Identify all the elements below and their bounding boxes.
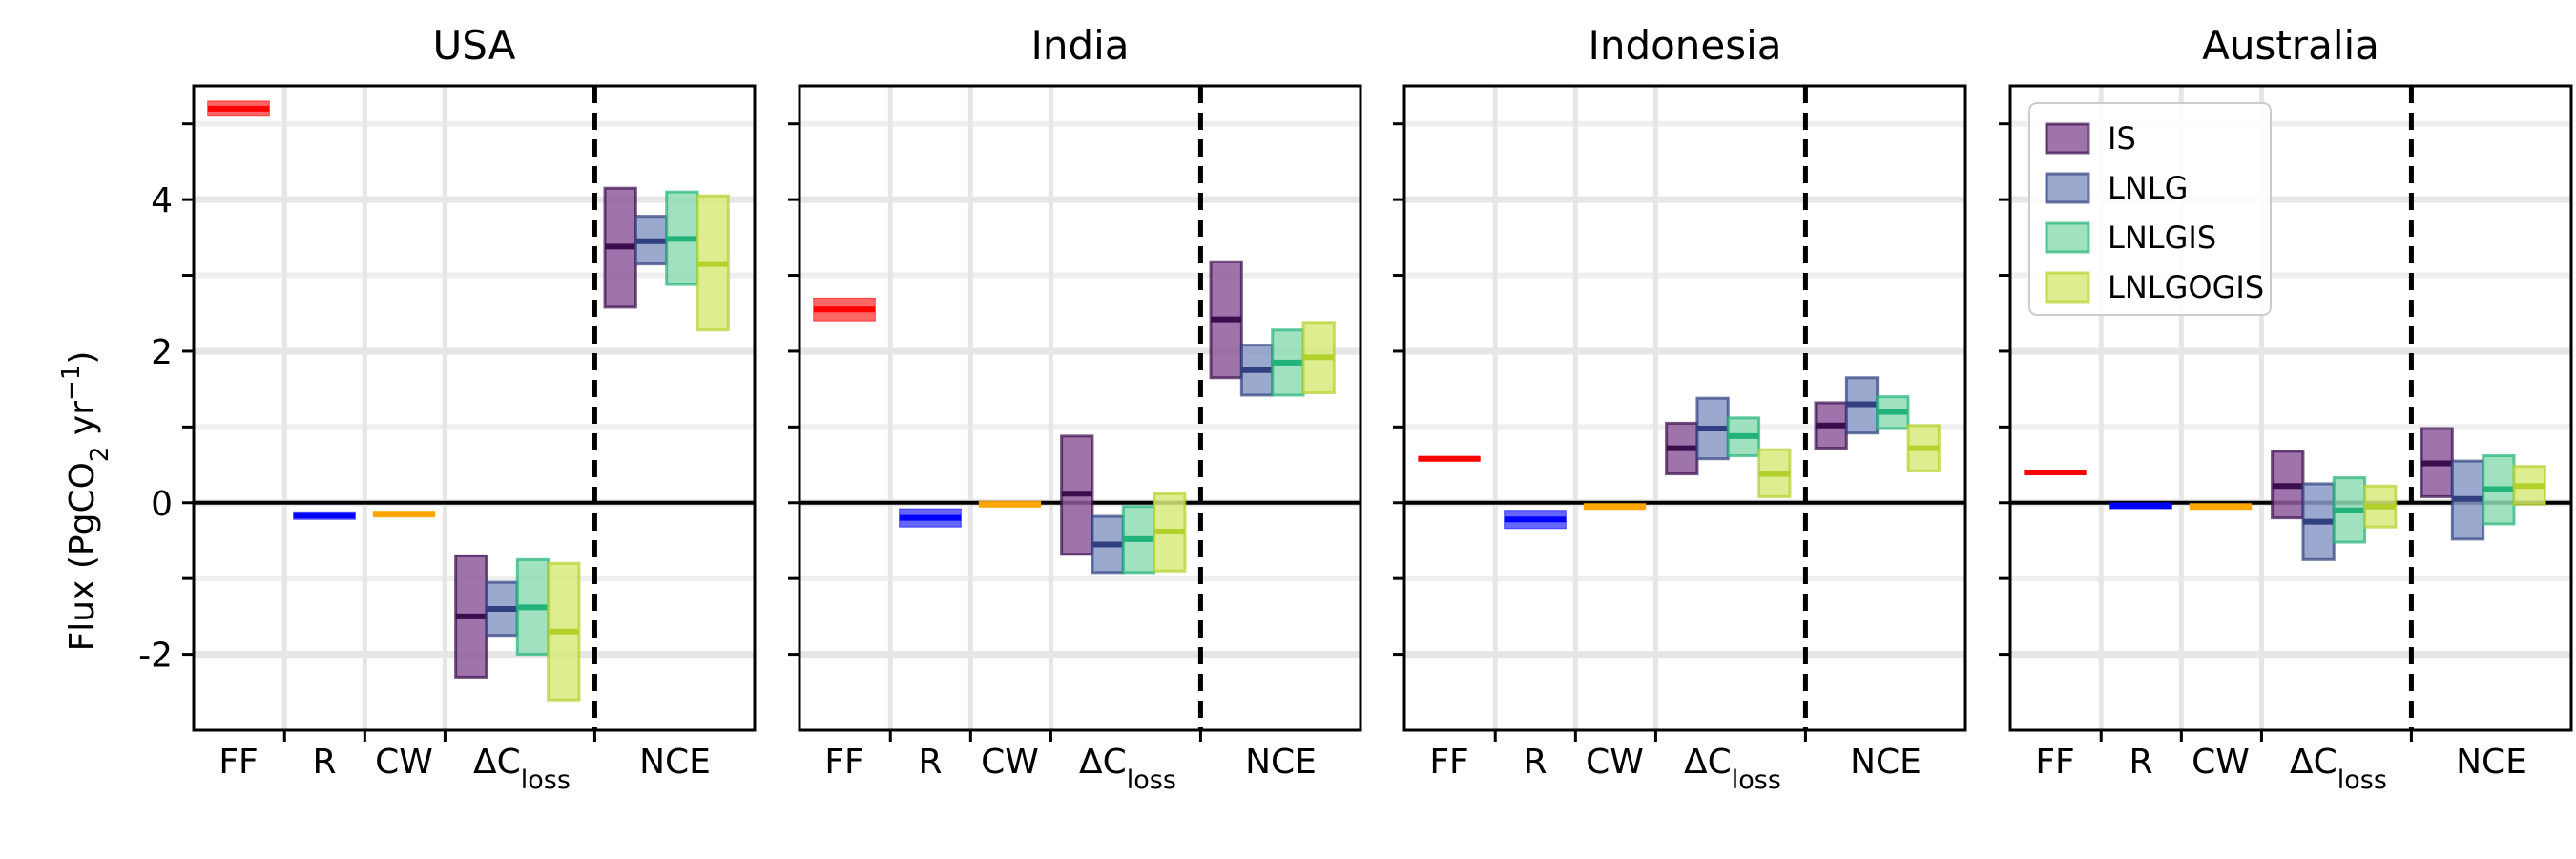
x-tick-label: CW [2192,743,2250,782]
panel-title: Australia [2202,22,2379,69]
x-tick-label: CW [375,743,433,782]
y-tick-label: 4 [151,181,173,220]
legend: IS LNLG LNLGIS LNLGOGIS [2028,102,2272,316]
x-tick-label: CW [1586,743,1644,782]
x-tick-label: ΔCloss [1684,743,1781,795]
x-tick-label: FF [218,743,258,782]
panel-india: FF R CW ΔCloss NCE India [788,22,1362,795]
x-tick-label: R [918,743,942,782]
panel-title: USA [433,22,516,69]
x-tick-label: FF [1429,743,1468,782]
x-tick-label: FF [2035,743,2074,782]
x-tick-label: NCE [2456,743,2527,782]
panel-title: India [1030,22,1129,69]
x-tick-label: ΔCloss [1079,743,1176,795]
y-axis-label: Flux (PgCO2 yr−1) [57,351,114,652]
legend-label-is: IS [2108,120,2136,157]
axes-frame [1402,84,1967,732]
legend-swatch-lnlgis [2045,221,2090,254]
x-tick-label: ΔCloss [2290,743,2387,795]
legend-label-lnlgis: LNLGIS [2108,220,2216,256]
x-tick-label: NCE [1245,743,1317,782]
axes-frame [2008,84,2573,732]
axes-frame [192,84,757,732]
legend-label-lnlgogis: LNLGOGIS [2108,269,2264,305]
x-tick-label: R [312,743,336,782]
x-tick-label: FF [824,743,863,782]
y-tick-label: 0 [151,485,173,524]
x-tick-label: R [2129,743,2152,782]
y-tick-label: 2 [151,333,173,372]
x-tick-label: NCE [639,743,711,782]
x-tick-label: R [1523,743,1547,782]
x-tick-label: ΔCloss [473,743,571,795]
x-tick-label: NCE [1850,743,1922,782]
legend-frame [2028,102,2272,316]
legend-swatch-lnlgogis [2045,271,2090,304]
legend-swatch-lnlg [2045,172,2090,204]
panel-usa: 4 2 0 -2 FF R CW ΔCloss NCE USA [138,22,757,795]
panel-title: Indonesia [1588,22,1781,69]
y-tick-label: -2 [138,637,173,676]
panel-indonesia: FF R CW ΔCloss NCE Indonesia [1393,22,1967,795]
x-tick-label: CW [981,743,1039,782]
axes-frame [798,84,1362,732]
legend-swatch-is [2045,122,2090,155]
panels: 4 2 0 -2 FF R CW ΔCloss NCE USA FF R CW ΔCloss NCE Indi… [138,22,2573,795]
legend-label-lnlg: LNLG [2108,170,2188,206]
